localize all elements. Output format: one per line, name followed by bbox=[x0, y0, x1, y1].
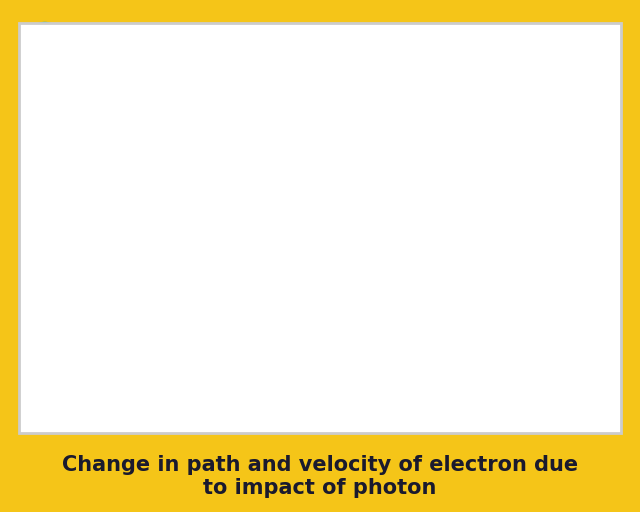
Circle shape bbox=[281, 229, 287, 235]
Text: Light photon: Light photon bbox=[443, 63, 561, 81]
Polygon shape bbox=[269, 113, 289, 138]
Text: AAC: AAC bbox=[31, 34, 59, 48]
Text: New path of
electron: New path of electron bbox=[164, 176, 276, 215]
Text: Orbit of
electron: Orbit of electron bbox=[410, 241, 486, 280]
Text: Change in path and velocity of electron due
to impact of photon: Change in path and velocity of electron … bbox=[62, 455, 578, 498]
Text: Microscope: Microscope bbox=[221, 25, 337, 43]
Circle shape bbox=[277, 226, 298, 246]
FancyBboxPatch shape bbox=[262, 52, 296, 113]
Circle shape bbox=[26, 23, 63, 59]
FancyBboxPatch shape bbox=[273, 31, 285, 52]
